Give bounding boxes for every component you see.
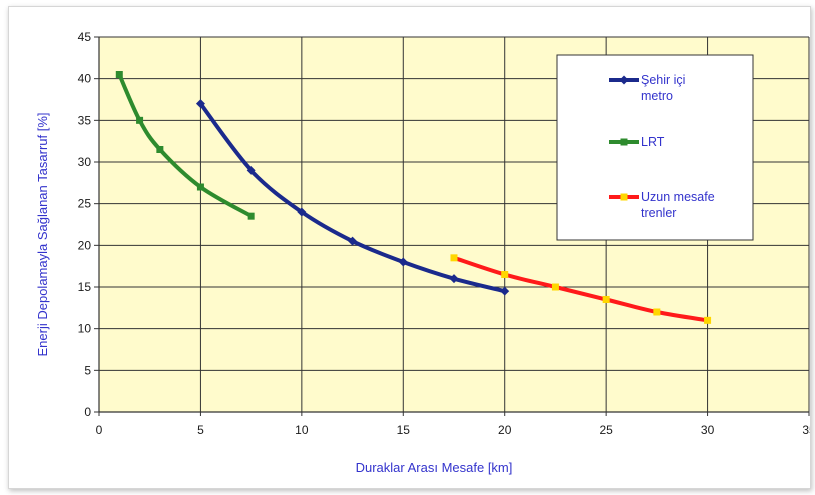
y-tick-label: 40	[78, 72, 92, 86]
legend-swatch-marker	[620, 138, 628, 146]
y-tick-label: 35	[78, 113, 92, 127]
x-axis-title: Duraklar Arası Mesafe [km]	[356, 460, 513, 475]
data-point	[398, 257, 408, 267]
x-tick-label: 25	[599, 423, 613, 437]
data-point	[602, 296, 610, 303]
legend-label: Şehir içi	[641, 73, 685, 87]
data-point	[156, 146, 164, 153]
legend-label: metro	[641, 89, 673, 103]
data-point	[501, 271, 509, 278]
x-tick-label: 35	[802, 423, 810, 437]
y-tick-label: 10	[78, 322, 92, 336]
data-point	[653, 308, 661, 316]
y-tick-label: 20	[78, 238, 92, 252]
series-0	[195, 99, 510, 296]
legend-box	[556, 54, 754, 241]
x-tick-label: 30	[701, 423, 715, 437]
axes	[94, 36, 810, 416]
data-point	[704, 316, 712, 324]
series-1	[115, 71, 255, 220]
y-tick-label: 15	[78, 280, 92, 294]
y-tick-label: 45	[78, 30, 92, 44]
data-point	[551, 283, 559, 291]
y-axis-title: Enerji Depolamayla Sağlanan Tasarruf [%]	[35, 112, 50, 356]
data-point	[450, 254, 458, 262]
x-tick-label: 0	[96, 423, 103, 437]
data-point	[449, 274, 459, 284]
x-tick-label: 5	[197, 423, 204, 437]
legend-label: trenler	[641, 206, 676, 220]
x-tick-label: 15	[397, 423, 411, 437]
data-point	[196, 183, 204, 191]
legend-entry-1: LRT	[609, 135, 665, 149]
data-point	[500, 286, 510, 296]
y-tick-label: 25	[78, 197, 92, 211]
x-tick-labels: 0 5 10 15 20 25 30 35	[96, 423, 810, 437]
y-tick-labels: 0 5 10 15 20 25 30 35 40 45	[78, 30, 92, 419]
legend-label: Uzun mesafe	[641, 190, 715, 204]
data-point	[297, 207, 307, 217]
legend-swatch-marker	[620, 193, 628, 201]
y-tick-label: 5	[84, 363, 91, 377]
chart-frame: 0 5 10 15 20 25 30 35 0 5 10 15 20 25 30 35 40 45 Durakl…	[8, 6, 811, 489]
legend: Şehir içi metro LRT Uzun mesafe trenler	[556, 54, 754, 241]
legend-label: LRT	[641, 135, 665, 149]
x-tick-label: 20	[498, 423, 512, 437]
data-point	[136, 116, 144, 124]
line-chart: 0 5 10 15 20 25 30 35 0 5 10 15 20 25 30 35 40 45 Durakl…	[35, 30, 810, 475]
legend-entry-2: Uzun mesafe trenler	[609, 190, 715, 220]
legend-entry-0: Şehir içi metro	[609, 73, 685, 103]
data-point	[195, 99, 205, 109]
data-point	[115, 71, 123, 78]
data-point	[247, 212, 255, 220]
series-line	[452, 255, 710, 323]
series-2	[450, 254, 712, 324]
data-point	[246, 165, 256, 175]
legend-swatch-marker	[619, 75, 629, 85]
data-point	[348, 236, 358, 246]
grid-lines	[99, 36, 810, 412]
y-tick-label: 0	[84, 405, 91, 419]
series-layer	[115, 71, 712, 324]
y-tick-label: 30	[78, 155, 92, 169]
x-tick-label: 10	[295, 423, 309, 437]
